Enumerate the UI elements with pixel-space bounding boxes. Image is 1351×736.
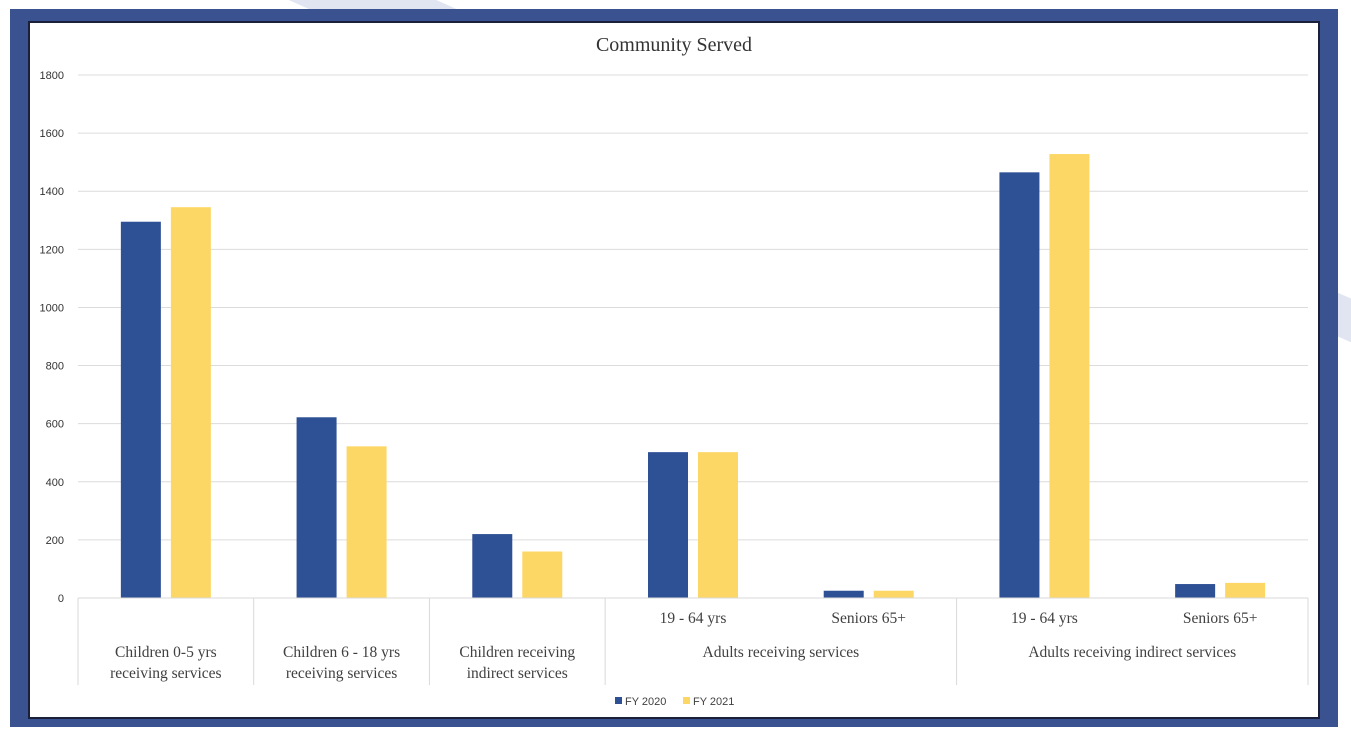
chart-title: Community Served: [596, 34, 752, 56]
x-subcategory-label: 19 - 64 yrs: [660, 610, 727, 627]
bar-fy-2021: [1049, 154, 1090, 598]
y-tick-label: 400: [46, 477, 64, 489]
x-group-label: Children receiving: [459, 644, 575, 661]
x-group-label: Children 6 - 18 yrs: [283, 644, 400, 661]
bar-fy-2020: [472, 534, 513, 598]
y-tick-label: 0: [58, 593, 64, 605]
x-subcategory-label: Seniors 65+: [831, 610, 906, 627]
y-tick-label: 1000: [40, 302, 64, 314]
y-tick-label: 200: [46, 535, 64, 547]
bar-fy-2021: [873, 590, 914, 598]
bar-fy-2020: [1175, 584, 1216, 598]
bar-fy-2020: [296, 417, 337, 598]
legend-swatch: [615, 697, 622, 704]
legend-label: FY 2020: [625, 696, 666, 708]
x-subcategory-label: 19 - 64 yrs: [1011, 610, 1078, 627]
y-tick-label: 1800: [40, 70, 64, 82]
bar-fy-2020: [120, 221, 161, 598]
chart-panel: Community Served 0 200 400 600 800 1000 1200 140…: [28, 21, 1320, 719]
x-group-label: Adults receiving services: [703, 644, 860, 661]
y-tick-label: 800: [46, 361, 64, 373]
bar-fy-2021: [346, 446, 387, 598]
x-group-label: indirect services: [467, 665, 568, 682]
bar-fy-2021: [1225, 582, 1266, 598]
bar-fy-2021: [698, 452, 738, 598]
legend-swatch: [683, 697, 690, 704]
chart-frame: Community Served 0 200 400 600 800 1000 1200 140…: [10, 9, 1338, 727]
legend-label: FY 2021: [693, 696, 734, 708]
x-group-label: Adults receiving indirect services: [1028, 644, 1236, 661]
bar-fy-2020: [999, 172, 1040, 598]
x-group-label: Children 0-5 yrs: [115, 644, 217, 661]
x-group-label: receiving services: [110, 665, 221, 682]
bar-fy-2021: [170, 207, 211, 599]
bar-chart: Community Served 0 200 400 600 800 1000 1200 140…: [40, 34, 1309, 708]
y-tick-label: 1200: [40, 244, 64, 256]
bar-fy-2020: [823, 590, 864, 598]
x-group-label: receiving services: [286, 665, 397, 682]
x-subcategory-label: Seniors 65+: [1183, 610, 1258, 627]
bar-fy-2020: [648, 452, 688, 598]
y-tick-label: 600: [46, 419, 64, 431]
y-tick-label: 1400: [40, 186, 64, 198]
y-tick-label: 1600: [40, 128, 64, 140]
bar-fy-2021: [522, 551, 563, 598]
